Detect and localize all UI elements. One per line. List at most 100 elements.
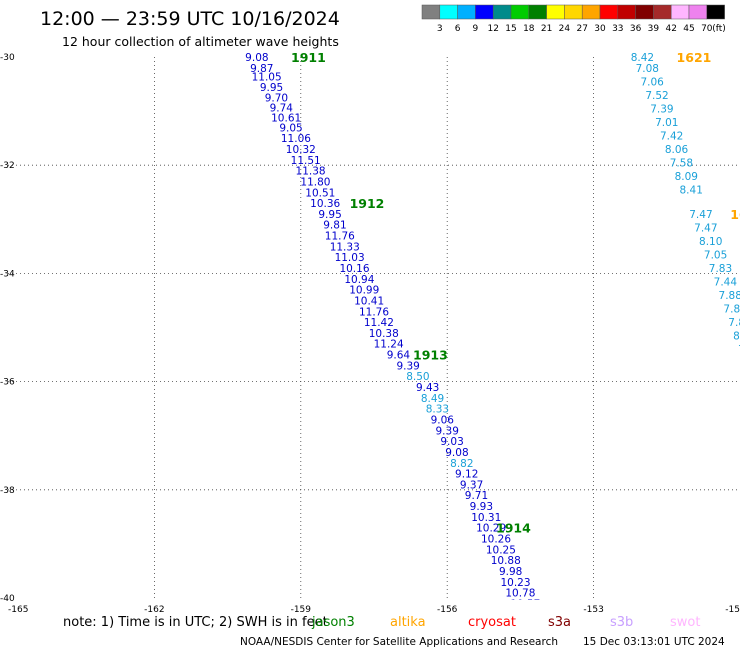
legend-label: 12 [487,24,498,34]
satellite-legend-jason3: jason3 [311,615,355,630]
swh-value-label: 7.17 [738,344,740,356]
legend-label: 15 [505,24,516,34]
swh-value-label: 8.42 [631,52,654,64]
swh-value-label: 7.08 [636,63,659,75]
swh-value-label: 10.25 [486,544,516,556]
swh-value-label: 7.39 [650,103,673,115]
swh-value-label: 11.24 [374,339,404,351]
swh-value-label: 9.64 [387,350,411,362]
swh-value-label: 7.89 [728,317,740,329]
swh-value-label: 9.03 [440,436,463,448]
color-legend [421,4,725,20]
swh-value-label: 7.52 [645,90,668,102]
swh-value-label: 11.76 [359,306,389,318]
swh-value-label: 11.51 [291,155,321,167]
swh-value-label: 8.10 [699,236,722,248]
swh-value-label: 7.06 [640,76,664,88]
swh-value-label: 8.00 [733,331,740,343]
legend-label: 36 [630,24,642,34]
swh-value-label: 8.49 [421,393,444,405]
legend-swatch-6 [528,4,547,20]
legend-swatch-16 [706,4,725,20]
x-tick-label: -159 [291,605,312,615]
swh-value-label: 11.05 [252,71,282,83]
legend-label: 9 [473,24,479,34]
swh-value-label: 7.47 [689,209,712,221]
swh-value-label: 10.36 [310,198,340,210]
legend-label: 27 [576,24,587,34]
swh-value-label: 9.87 [250,63,273,75]
x-tick-label: -15 [725,605,740,615]
y-tick-label: -40 [0,594,15,604]
legend-swatch-15 [688,4,708,20]
legend-swatch-10 [599,4,619,20]
generated-timestamp: 15 Dec 03:13:01 UTC 2024 [583,636,725,648]
y-tick-label: -38 [0,486,15,496]
swh-value-label: 8.41 [680,185,703,197]
swh-value-label: 9.08 [245,52,268,64]
x-tick-label: -153 [583,605,603,615]
pass-time-label: 162 [730,207,740,222]
pass-time-label: 1621 [677,50,712,65]
legend-label: 42 [665,24,676,34]
legend-swatch-14 [670,4,690,20]
swh-value-label: 11.06 [281,133,311,145]
pass-time-label: 1914 [496,521,531,536]
swh-value-label: 9.06 [431,414,455,426]
pass-time-label: 1913 [413,348,448,363]
satellite-legend-cryosat: cryosat [468,615,516,630]
legend-swatch-11 [617,4,636,20]
swh-value-label: 10.61 [271,113,301,125]
swh-value-label: 9.39 [396,360,419,372]
legend-label: 18 [523,24,535,34]
y-tick-label: -36 [0,378,15,388]
swh-value-label: 9.74 [270,102,294,114]
y-tick-label: -32 [0,161,15,171]
swh-value-label: 9.12 [455,469,478,481]
y-tick-label: -34 [0,269,15,279]
legend-label: 30 [594,24,606,34]
swh-value-label: 7.47 [694,222,717,234]
satellite-legend-s3a: s3a [548,615,571,630]
swh-value-label: 9.05 [279,122,302,134]
swh-value-label: 9.70 [265,93,288,105]
swh-value-label: 7.44 [714,277,738,289]
satellite-legend: jason3 altika cryosat s3a s3b swot [311,615,700,630]
swh-value-label: 10.94 [344,274,374,286]
swh-value-label: 7.88 [719,290,740,302]
swh-value-label: 11.76 [325,231,355,243]
legend-label: 70 [701,24,713,34]
x-tick-label: -162 [144,605,164,615]
swh-value-label: 11.42 [364,317,394,329]
x-tick-label: -165 [8,605,28,615]
legend-label: 3 [437,24,443,34]
swh-value-label: 7.01 [655,117,678,129]
chart-subtitle: 12 hour collection of altimeter wave hei… [62,34,339,49]
swh-value-label: 10.23 [500,577,530,589]
legend-swatch-4 [492,4,512,20]
swh-value-label: 7.87 [723,304,740,316]
swh-value-label: 10.32 [286,144,316,156]
swh-value-label: 10.88 [491,555,521,567]
legend-label: 6 [455,24,461,34]
legend-swatch-3 [475,4,494,20]
pass-time-labels: 1911 1912 1913 1914 1621 162 [291,50,740,536]
chart-title: 12:00 — 23:59 UTC 10/16/2024 [40,8,340,30]
swh-value-label: 9.37 [460,479,483,491]
swh-value-label: 10.31 [471,512,501,524]
swh-value-label: 11.38 [296,166,326,178]
swh-value-label: 10.99 [349,285,379,297]
legend-swatch-8 [564,4,583,20]
x-tick-label: -156 [437,605,458,615]
swh-value-label: 10.41 [354,295,384,307]
legend-swatch-7 [546,4,565,20]
legend-swatch-1 [439,4,458,20]
swh-data-labels: 9.089.8711.059.959.709.7410.619.0511.061… [245,52,740,600]
swh-value-label: 7.83 [709,263,732,275]
legend-swatch-0 [421,4,441,20]
credit-line: NOAA/NESDIS Center for Satellite Applica… [240,636,558,648]
swh-value-label: 7.42 [660,130,683,142]
swh-value-label: 8.09 [675,171,698,183]
swh-value-label: 10.16 [339,263,369,275]
